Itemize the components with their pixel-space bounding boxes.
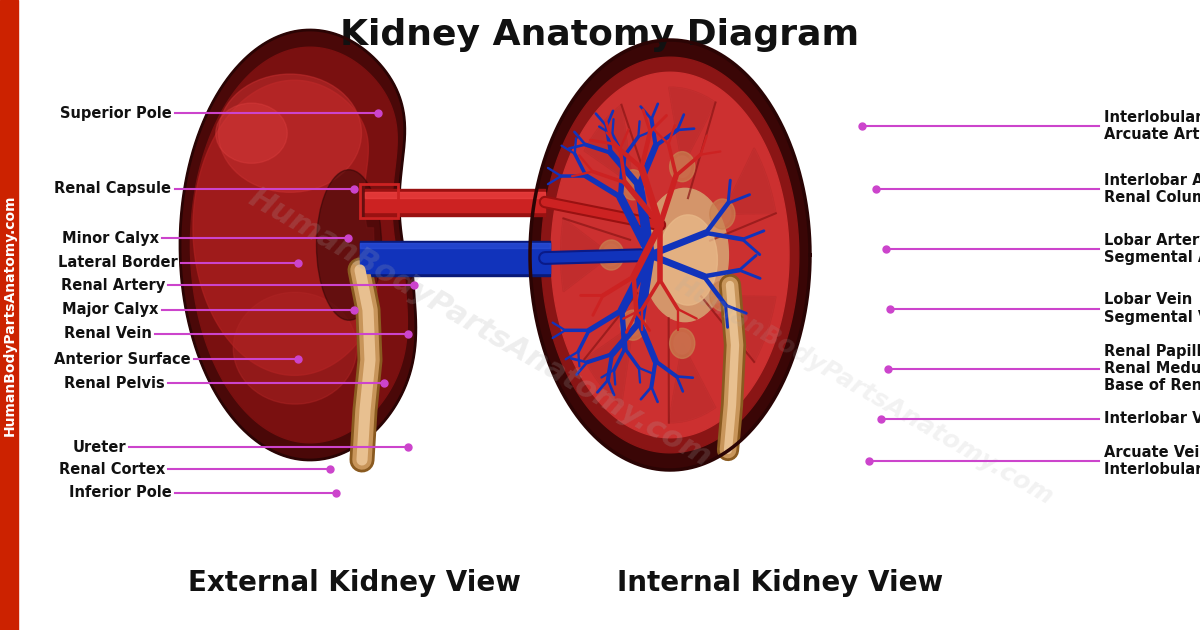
Text: External Kidney View: External Kidney View	[187, 569, 521, 597]
Text: Interlobular Artery
Arcuate Artery: Interlobular Artery Arcuate Artery	[1104, 110, 1200, 142]
Text: Kidney Anatomy Diagram: Kidney Anatomy Diagram	[341, 18, 859, 52]
Ellipse shape	[670, 328, 695, 358]
Ellipse shape	[642, 188, 728, 322]
Polygon shape	[722, 296, 775, 362]
Text: HumanBodyPartsAnatomy.com: HumanBodyPartsAnatomy.com	[2, 194, 17, 436]
Polygon shape	[530, 40, 810, 470]
Text: Interlobar Vein: Interlobar Vein	[1104, 411, 1200, 427]
Text: Inferior Pole: Inferior Pole	[68, 485, 172, 500]
Ellipse shape	[659, 215, 718, 305]
Text: Renal Vein: Renal Vein	[64, 326, 152, 341]
Ellipse shape	[714, 285, 731, 307]
Ellipse shape	[714, 203, 731, 225]
Ellipse shape	[218, 74, 361, 192]
Text: Lateral Border: Lateral Border	[59, 255, 178, 270]
Text: Renal Pelvis: Renal Pelvis	[65, 375, 166, 391]
Text: HumanBodyPartsAnatomy.com: HumanBodyPartsAnatomy.com	[671, 272, 1057, 509]
Polygon shape	[668, 343, 715, 423]
Polygon shape	[722, 296, 775, 362]
Polygon shape	[584, 105, 632, 185]
Text: Renal Papillae
Renal Medulla
Base of Renal Pyramid: Renal Papillae Renal Medulla Base of Ren…	[1104, 343, 1200, 394]
Polygon shape	[180, 30, 416, 460]
Polygon shape	[668, 88, 715, 167]
Polygon shape	[541, 57, 799, 453]
Text: Internal Kidney View: Internal Kidney View	[617, 569, 943, 597]
Ellipse shape	[602, 244, 619, 266]
Bar	[360, 184, 398, 218]
Bar	[0, 0, 18, 630]
Ellipse shape	[709, 281, 734, 311]
Polygon shape	[668, 343, 715, 423]
Polygon shape	[193, 80, 377, 375]
Polygon shape	[584, 105, 632, 185]
Ellipse shape	[620, 310, 646, 340]
Ellipse shape	[233, 292, 356, 404]
Text: Arcuate Vein
Interlobular Vein: Arcuate Vein Interlobular Vein	[1104, 445, 1200, 478]
Ellipse shape	[709, 199, 734, 229]
Polygon shape	[722, 148, 775, 214]
Ellipse shape	[624, 314, 641, 336]
Polygon shape	[560, 219, 611, 292]
Text: Interlobar Artery
Renal Column: Interlobar Artery Renal Column	[1104, 173, 1200, 205]
Text: Superior Pole: Superior Pole	[60, 106, 172, 121]
Polygon shape	[584, 325, 632, 405]
Text: Lobar Vein
Segmental Vein: Lobar Vein Segmental Vein	[1104, 292, 1200, 325]
Text: Renal Cortex: Renal Cortex	[59, 462, 166, 477]
Text: Anterior Surface: Anterior Surface	[54, 352, 191, 367]
Polygon shape	[551, 72, 790, 438]
Polygon shape	[668, 88, 715, 167]
Text: Lobar Artery
Segmental Artery: Lobar Artery Segmental Artery	[1104, 232, 1200, 265]
Ellipse shape	[620, 169, 646, 200]
Ellipse shape	[674, 333, 691, 354]
Polygon shape	[584, 325, 632, 405]
Text: Major Calyx: Major Calyx	[62, 302, 158, 318]
Text: Minor Calyx: Minor Calyx	[61, 231, 158, 246]
Polygon shape	[191, 47, 407, 443]
Polygon shape	[560, 219, 611, 292]
Text: HumanBodyPartsAnatomy.com: HumanBodyPartsAnatomy.com	[244, 183, 716, 472]
Polygon shape	[722, 148, 775, 214]
Text: Renal Artery: Renal Artery	[61, 278, 166, 293]
Ellipse shape	[599, 240, 624, 270]
Text: Renal Capsule: Renal Capsule	[54, 181, 172, 197]
Ellipse shape	[674, 156, 691, 178]
Ellipse shape	[624, 174, 641, 195]
Text: Ureter: Ureter	[72, 440, 126, 455]
Ellipse shape	[317, 169, 382, 320]
Ellipse shape	[216, 103, 287, 163]
Ellipse shape	[670, 152, 695, 181]
